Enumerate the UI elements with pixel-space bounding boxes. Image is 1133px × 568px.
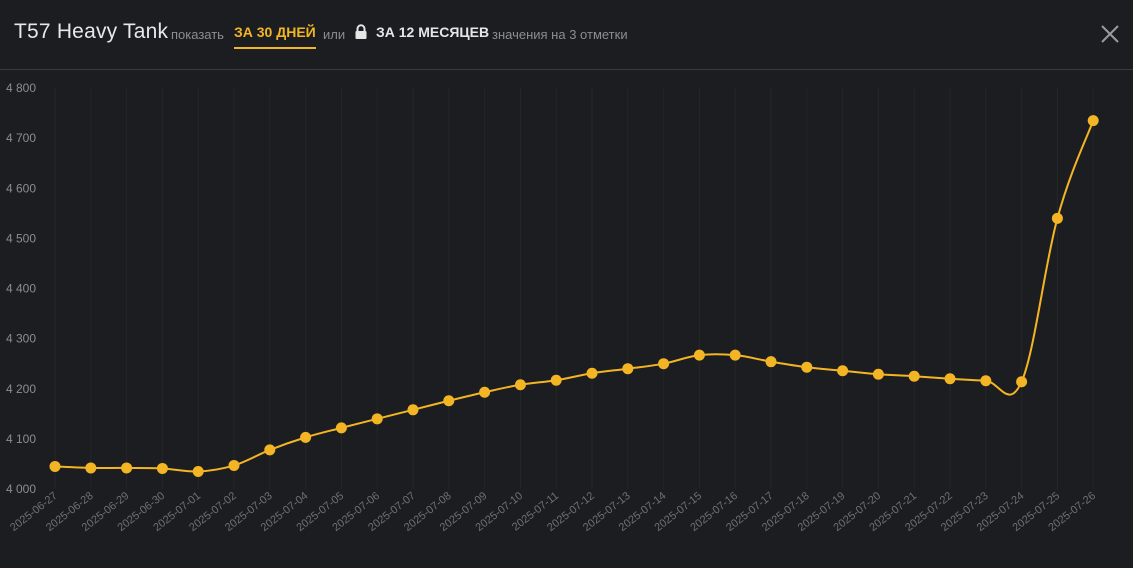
data-point[interactable]	[1087, 115, 1099, 127]
data-point[interactable]	[335, 422, 347, 434]
data-point[interactable]	[85, 462, 97, 474]
data-point[interactable]	[765, 356, 777, 368]
data-point[interactable]	[693, 349, 705, 361]
x-axis-ticks: 2025-06-272025-06-282025-06-292025-06-30…	[8, 490, 1098, 534]
data-point[interactable]	[980, 375, 992, 387]
vehicle-title: T57 Heavy Tank	[14, 20, 169, 43]
tab-30-days[interactable]: ЗА 30 ДНЕЙ	[234, 24, 316, 49]
y-tick-label: 4 000	[6, 482, 36, 496]
data-point[interactable]	[586, 367, 598, 379]
data-point[interactable]	[658, 358, 670, 370]
series-line	[54, 120, 1095, 473]
y-axis-ticks: 4 000 4 100 4 200 4 300 4 400 4 500 4 600 4 700…	[6, 81, 36, 496]
lock-icon	[355, 24, 367, 39]
data-point[interactable]	[872, 368, 884, 380]
values-note: значения на 3 отметки	[492, 27, 628, 42]
data-point[interactable]	[192, 465, 204, 477]
data-point[interactable]	[1051, 212, 1063, 224]
chart-area: 4 000 4 100 4 200 4 300 4 400 4 500 4 600 4 700…	[0, 71, 1133, 568]
data-point[interactable]	[837, 365, 849, 377]
close-icon[interactable]	[1100, 24, 1120, 44]
data-point[interactable]	[908, 370, 920, 382]
data-point[interactable]	[1016, 376, 1028, 388]
y-tick-label: 4 100	[6, 432, 36, 446]
y-tick-label: 4 800	[6, 81, 36, 95]
or-label: или	[323, 27, 346, 42]
y-tick-label: 4 300	[6, 332, 36, 346]
data-point[interactable]	[729, 349, 741, 361]
data-point[interactable]	[371, 413, 383, 425]
data-points	[49, 115, 1099, 477]
data-point[interactable]	[443, 395, 455, 407]
data-point[interactable]	[264, 444, 276, 456]
grid	[54, 88, 1094, 489]
y-tick-label: 4 600	[6, 181, 36, 195]
rating-line-chart: 4 000 4 100 4 200 4 300 4 400 4 500 4 600 4 700…	[6, 81, 1099, 534]
data-point[interactable]	[801, 361, 813, 373]
data-point[interactable]	[300, 431, 312, 443]
data-point[interactable]	[944, 373, 956, 385]
data-point[interactable]	[228, 459, 240, 471]
y-tick-label: 4 500	[6, 231, 36, 245]
data-point[interactable]	[622, 363, 634, 375]
y-tick-label: 4 700	[6, 131, 36, 145]
show-label: показать	[171, 27, 224, 42]
data-point[interactable]	[121, 462, 133, 474]
data-point[interactable]	[479, 386, 491, 398]
y-tick-label: 4 400	[6, 282, 36, 296]
y-tick-label: 4 200	[6, 382, 36, 396]
tab-12-months[interactable]: ЗА 12 МЕСЯЦЕВ	[376, 24, 490, 40]
data-point[interactable]	[156, 462, 168, 474]
data-point[interactable]	[550, 374, 562, 386]
data-point[interactable]	[407, 404, 419, 416]
dialog-header: T57 Heavy Tank показать ЗА 30 ДНЕЙ или З…	[0, 0, 1133, 70]
data-point[interactable]	[49, 460, 61, 472]
data-point[interactable]	[514, 379, 526, 391]
